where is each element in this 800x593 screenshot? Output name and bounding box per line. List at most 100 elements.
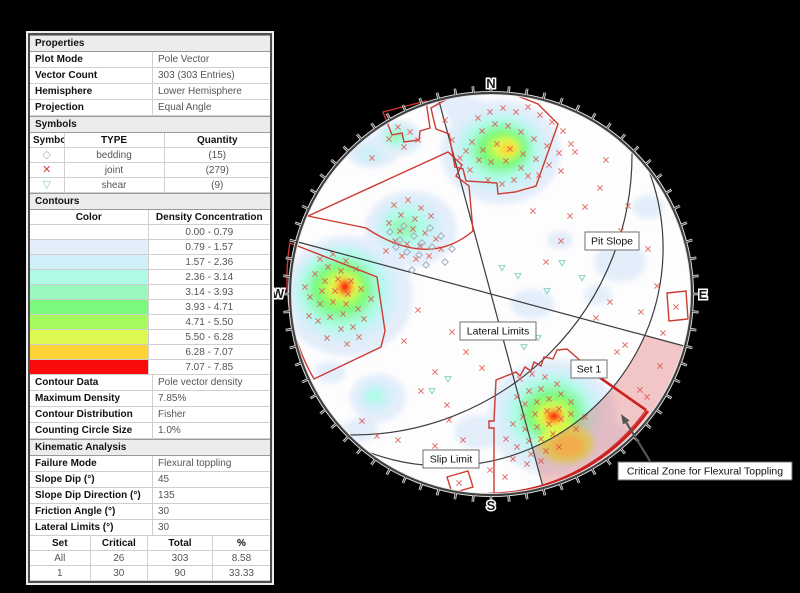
- contour-info-row-value[interactable]: Fisher: [158, 409, 186, 420]
- window-south-box[interactable]: [446, 470, 474, 494]
- joint-pole-mark: [520, 414, 526, 420]
- joint-pole-mark: [449, 329, 455, 335]
- critical-zone-label[interactable]: Critical Zone for Flexural Toppling: [617, 461, 793, 481]
- sym-table-cell: ◇: [30, 147, 65, 163]
- joint-pole-mark: [503, 436, 509, 442]
- contour-info-row-label: Counting Circle Size: [30, 423, 153, 438]
- joint-pole-mark: [319, 288, 325, 294]
- contour-info-row-label: Contour Data: [30, 375, 153, 390]
- joint-pole-mark: [353, 266, 359, 272]
- joint-pole-mark: [543, 448, 549, 454]
- joint-pole-mark: [517, 376, 523, 382]
- joint-pole-mark: [418, 388, 424, 394]
- joint-pole-mark: [324, 335, 330, 341]
- contour-table-row: 5.50 - 6.28: [30, 329, 270, 345]
- joint-pole-mark: [392, 238, 398, 244]
- contour-info-row-value[interactable]: 1.0%: [158, 425, 181, 436]
- window-top-left[interactable]: [382, 100, 431, 143]
- joint-pole-mark: [374, 433, 380, 439]
- kinematic-row-value[interactable]: Flexural toppling: [158, 458, 232, 469]
- contour-table-cell: [30, 359, 149, 375]
- joint-pole-mark: [505, 123, 511, 129]
- contour-table-row: 4.71 - 5.50: [30, 314, 270, 330]
- property-row-value[interactable]: Pole Vector: [158, 54, 210, 65]
- joint-pole-mark: [407, 129, 413, 135]
- contour-table-header: Density Concentration: [148, 210, 270, 225]
- window-center[interactable]: [305, 151, 474, 250]
- joint-pole-mark: [518, 165, 524, 171]
- joint-pole-mark: [558, 168, 564, 174]
- pole-density-contours: [290, 93, 664, 475]
- sym-table-row: ◇ bedding (15): [30, 147, 270, 163]
- joint-pole-mark: [538, 386, 544, 392]
- joint-pole-mark: [338, 268, 344, 274]
- joint-pole-mark: [488, 159, 494, 165]
- slip-limit-label[interactable]: Slip Limit: [422, 449, 480, 469]
- joint-pole-mark: [327, 314, 333, 320]
- contour-info-row-value[interactable]: 7.85%: [158, 393, 187, 404]
- joint-pole-mark: [335, 276, 341, 282]
- contour-table-row: 3.93 - 4.71: [30, 299, 270, 315]
- window-east-box[interactable]: [666, 290, 689, 322]
- joint-pole-mark: [397, 228, 403, 234]
- kinematic-row-value[interactable]: 45: [158, 474, 170, 485]
- joint-pole-mark: [398, 212, 404, 218]
- kinematic-row-value[interactable]: 30: [158, 506, 170, 517]
- result-table-cell: 30: [90, 565, 149, 581]
- pit-slope-label[interactable]: Pit Slope: [584, 231, 640, 251]
- joint-pole-mark: [415, 307, 421, 313]
- joint-pole-mark: [568, 141, 574, 147]
- property-row-label: Projection: [30, 100, 153, 115]
- kinematic-row-value[interactable]: 135: [158, 490, 175, 501]
- joint-pole-mark: [426, 253, 432, 259]
- north-label: N: [486, 76, 495, 91]
- set1-label[interactable]: Set 1: [570, 359, 608, 379]
- kinematic-row-value[interactable]: 30: [158, 522, 170, 533]
- joint-pole-mark: [514, 394, 520, 400]
- joint-pole-mark: [386, 136, 392, 142]
- cross-icon: ✕: [42, 163, 52, 176]
- joint-pole-mark: [582, 414, 588, 420]
- kinematic-row: Friction Angle (°) 30: [30, 504, 270, 520]
- shear-pole-mark: [428, 388, 436, 395]
- contour-table-cell: [30, 314, 149, 330]
- lateral-limits-label[interactable]: Lateral Limits: [459, 321, 537, 341]
- joint-pole-mark: [556, 444, 562, 450]
- kinematic-row: Failure Mode Flexural toppling: [30, 456, 270, 472]
- contour-table-table: Color Density Concentration 0.00 - 0.79 0…: [30, 210, 270, 375]
- joint-pole-mark: [645, 246, 651, 252]
- property-row-label: Vector Count: [30, 68, 153, 83]
- joint-pole-mark: [543, 259, 549, 265]
- joint-pole-mark: [405, 197, 411, 203]
- joint-pole-mark: [463, 349, 469, 355]
- contour-table-row: 6.28 - 7.07: [30, 344, 270, 360]
- joint-pole-mark: [554, 381, 560, 387]
- joint-pole-mark: [340, 311, 346, 317]
- property-row-value[interactable]: 303 (303 Entries): [158, 70, 235, 81]
- property-row-value[interactable]: Equal Angle: [158, 102, 212, 113]
- joint-pole-mark: [485, 177, 491, 183]
- joint-pole-mark: [534, 424, 540, 430]
- joint-pole-mark: [644, 394, 650, 400]
- joint-pole-mark: [520, 151, 526, 157]
- joint-pole-mark: [494, 141, 500, 147]
- contour-table-cell: 3.93 - 4.71: [148, 299, 270, 315]
- contour-table-cell: 7.07 - 7.85: [148, 359, 270, 375]
- bedding-pole-mark: [403, 248, 411, 256]
- joint-pole-mark: [638, 309, 644, 315]
- joint-pole-mark: [542, 374, 548, 380]
- contour-info-row-value[interactable]: Pole vector density: [158, 377, 243, 388]
- west-label: W: [272, 286, 285, 301]
- property-row-value[interactable]: Lower Hemisphere: [158, 86, 242, 97]
- property-row: Plot Mode Pole Vector: [30, 52, 270, 68]
- joint-pole-mark: [503, 158, 509, 164]
- contour-table-cell: 3.14 - 3.93: [148, 284, 270, 300]
- joint-pole-mark: [500, 105, 506, 111]
- joint-pole-mark: [438, 246, 444, 252]
- shear-pole-mark: [514, 273, 522, 280]
- joint-pole-mark: [546, 162, 552, 168]
- joint-pole-mark: [507, 146, 513, 152]
- joint-pole-mark: [302, 284, 308, 290]
